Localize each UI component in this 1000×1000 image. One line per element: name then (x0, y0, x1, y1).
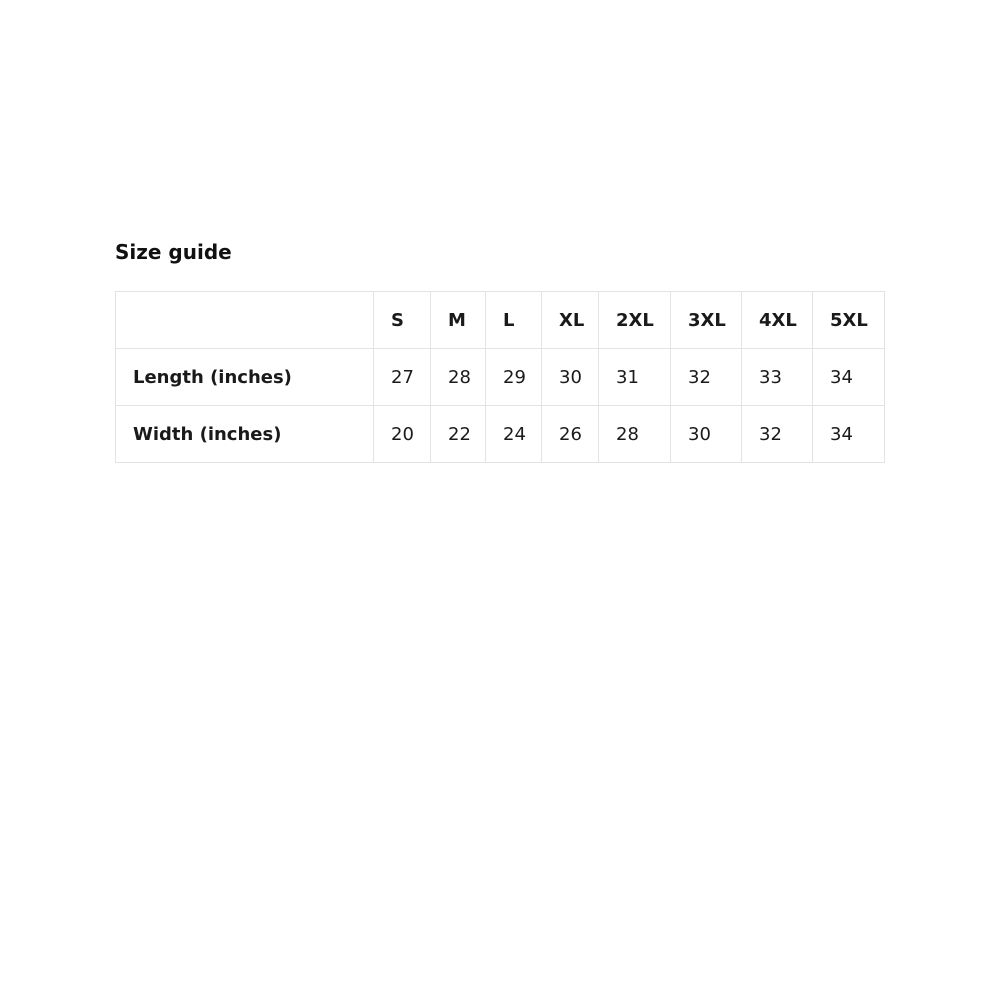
width-cell-l: 24 (485, 405, 542, 463)
length-cell-s: 27 (373, 348, 431, 406)
row-label-width: Width (inches) (115, 405, 374, 463)
table-row-length: Length (inches) 27 28 29 30 31 32 33 34 (115, 348, 885, 406)
header-cell-xl: XL (541, 291, 599, 349)
page-title: Size guide (115, 240, 232, 264)
width-cell-xl: 26 (541, 405, 599, 463)
length-cell-3xl: 32 (670, 348, 742, 406)
length-cell-l: 29 (485, 348, 542, 406)
header-cell-4xl: 4XL (741, 291, 813, 349)
header-cell-m: M (430, 291, 486, 349)
width-cell-5xl: 34 (812, 405, 885, 463)
width-cell-m: 22 (430, 405, 486, 463)
header-cell-l: L (485, 291, 542, 349)
row-label-length: Length (inches) (115, 348, 374, 406)
header-cell-empty (115, 291, 374, 349)
size-guide-table: S M L XL 2XL 3XL 4XL 5XL Length (inches)… (115, 291, 885, 463)
width-cell-4xl: 32 (741, 405, 813, 463)
width-cell-2xl: 28 (598, 405, 671, 463)
table-header-row: S M L XL 2XL 3XL 4XL 5XL (115, 291, 885, 349)
length-cell-5xl: 34 (812, 348, 885, 406)
table-row-width: Width (inches) 20 22 24 26 28 30 32 34 (115, 405, 885, 463)
length-cell-m: 28 (430, 348, 486, 406)
width-cell-3xl: 30 (670, 405, 742, 463)
header-cell-3xl: 3XL (670, 291, 742, 349)
width-cell-s: 20 (373, 405, 431, 463)
length-cell-2xl: 31 (598, 348, 671, 406)
length-cell-xl: 30 (541, 348, 599, 406)
header-cell-2xl: 2XL (598, 291, 671, 349)
length-cell-4xl: 33 (741, 348, 813, 406)
header-cell-s: S (373, 291, 431, 349)
header-cell-5xl: 5XL (812, 291, 885, 349)
